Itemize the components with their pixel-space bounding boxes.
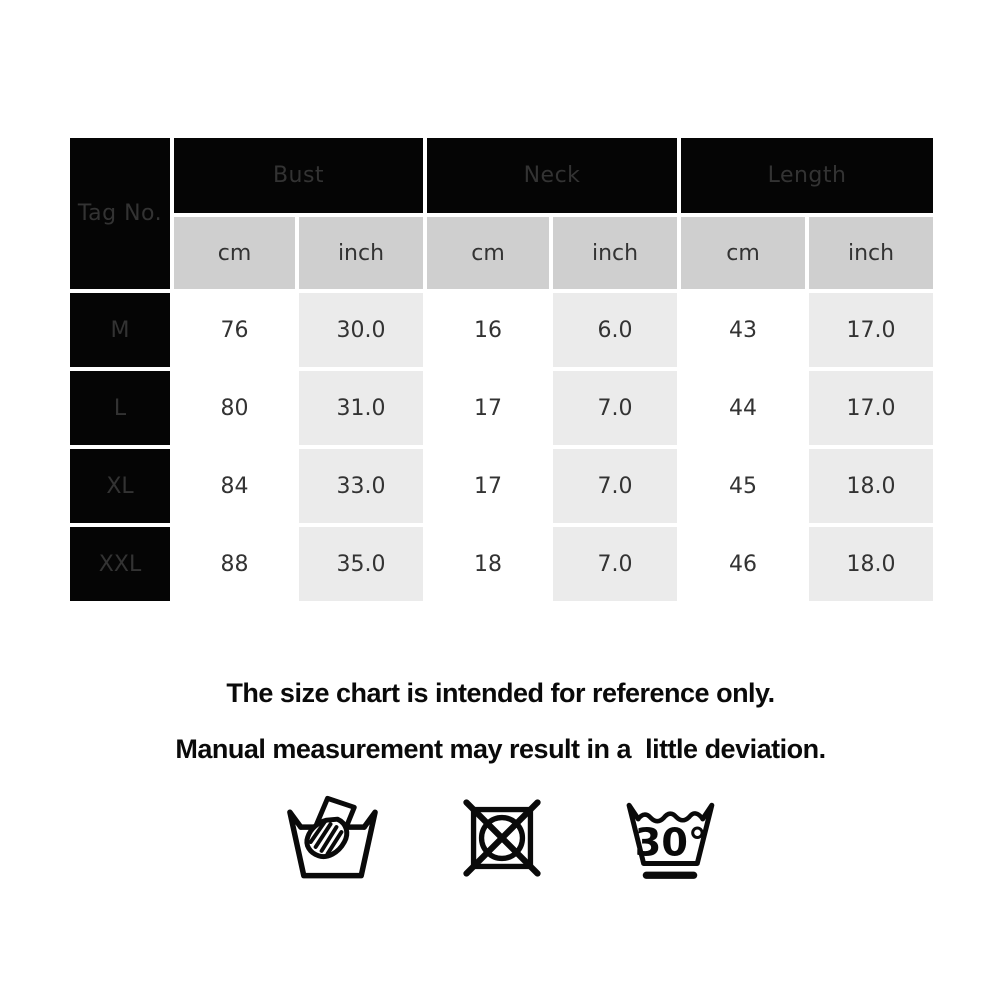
group-header-bust: Bust [174,138,423,213]
unit-header-length-cm: cm [681,217,806,289]
size-row-xl: XL 84 33.0 17 7.0 45 18.0 [70,449,934,523]
row-header-size: L [70,371,170,445]
hand-wash-icon [287,795,378,879]
wash-30-degrees-icon: 30° [626,802,715,879]
cell-neck-cm: 17 [427,449,549,523]
cell-bust-inch: 30.0 [299,293,423,367]
care-icons-row: 30° [0,791,1001,885]
cell-bust-cm: 76 [174,293,295,367]
cell-neck-inch: 7.0 [553,371,678,445]
group-header-neck: Neck [427,138,678,213]
row-header-size: XL [70,449,170,523]
size-row-xxl: XXL 88 35.0 18 7.0 46 18.0 [70,527,934,601]
temperature-label: 30° [635,821,707,865]
cell-bust-cm: 88 [174,527,295,601]
unit-header-row: cm inch cm inch cm inch [70,217,934,289]
cell-bust-inch: 35.0 [299,527,423,601]
size-row-m: M 76 30.0 16 6.0 43 17.0 [70,293,934,367]
row-header-size: M [70,293,170,367]
cell-length-cm: 46 [681,527,806,601]
unit-header-bust-cm: cm [174,217,295,289]
cell-length-inch: 18.0 [809,449,934,523]
cell-length-cm: 45 [681,449,806,523]
group-header-row: Tag No. Bust Neck Length [70,138,934,289]
row-header-size: XXL [70,527,170,601]
cell-neck-inch: 7.0 [553,449,678,523]
cell-bust-inch: 31.0 [299,371,423,445]
cell-neck-cm: 16 [427,293,549,367]
unit-header-bust-inch: inch [299,217,423,289]
cell-neck-inch: 6.0 [553,293,678,367]
unit-header-neck-cm: cm [427,217,549,289]
corner-header-tag-no: Tag No. [70,138,170,289]
cell-length-inch: 18.0 [809,527,934,601]
cell-length-cm: 44 [681,371,806,445]
size-row-l: L 80 31.0 17 7.0 44 17.0 [70,371,934,445]
size-chart-table: Tag No. Bust Neck Length cm inch cm inch… [66,134,937,605]
cell-neck-inch: 7.0 [553,527,678,601]
cell-bust-cm: 80 [174,371,295,445]
unit-header-length-inch: inch [809,217,934,289]
cell-bust-cm: 84 [174,449,295,523]
cell-bust-inch: 33.0 [299,449,423,523]
do-not-tumble-dry-icon [463,799,541,877]
group-header-length: Length [681,138,934,213]
note-reference-only: The size chart is intended for reference… [226,678,775,708]
note-manual-measurement: Manual measurement may result in a littl… [175,734,826,764]
cell-length-inch: 17.0 [809,371,934,445]
cell-neck-cm: 18 [427,527,549,601]
cell-length-inch: 17.0 [809,293,934,367]
cell-length-cm: 43 [681,293,806,367]
unit-header-neck-inch: inch [553,217,678,289]
cell-neck-cm: 17 [427,371,549,445]
